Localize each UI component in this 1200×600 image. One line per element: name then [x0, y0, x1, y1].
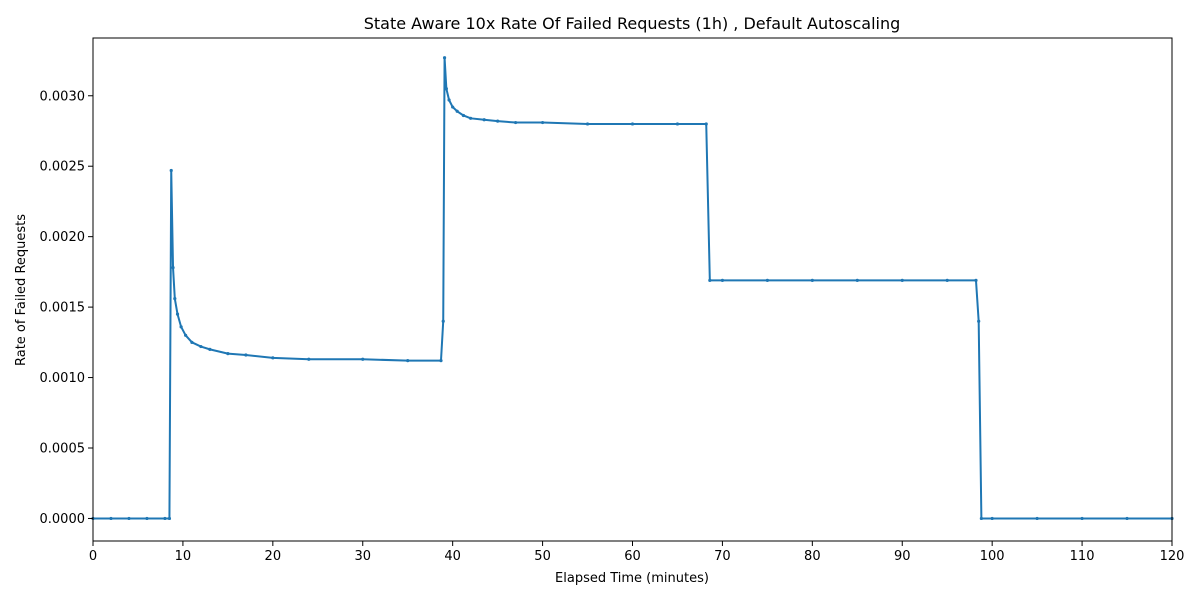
data-point	[226, 352, 230, 356]
data-point	[708, 278, 712, 282]
data-point	[585, 122, 590, 126]
data-point	[540, 120, 545, 125]
data-point	[109, 516, 113, 521]
data-point	[945, 278, 949, 282]
y-axis-label: Rate of Failed Requests	[14, 214, 29, 366]
data-point	[444, 87, 448, 91]
data-point	[451, 105, 455, 109]
y-axis: 0.0000 0.0005 0.0010 0.0015 0.0020 0.0025 0.00…	[40, 89, 93, 527]
data-point	[175, 312, 180, 316]
data-point	[244, 353, 248, 357]
data-point	[630, 122, 635, 126]
data-point	[439, 359, 443, 363]
data-point	[447, 98, 451, 102]
x-axis: 0 10 20 30 40 50 60 70 80 90 100 110 120	[89, 541, 1185, 564]
data-point	[720, 278, 725, 282]
data-point	[208, 347, 212, 351]
x-tick-label: 0	[89, 549, 97, 564]
data-point	[974, 278, 978, 282]
data-point	[406, 359, 410, 363]
x-tick-label: 70	[714, 549, 731, 564]
x-tick-label: 10	[175, 549, 192, 564]
plot-area: 0 10 20 30 40 50 60 70 80 90 100 110 120 0.00000.000…	[40, 37, 1185, 564]
data-point	[179, 325, 183, 329]
x-tick-label: 50	[534, 549, 551, 564]
data-point	[461, 113, 466, 118]
data-point	[977, 319, 981, 323]
data-point	[900, 278, 904, 282]
data-point	[171, 266, 175, 270]
data-point	[765, 278, 769, 282]
plot-frame	[92, 37, 1173, 542]
data-point	[127, 516, 131, 521]
data-point	[455, 109, 459, 113]
data-point	[496, 119, 500, 123]
data-point	[163, 516, 167, 521]
data-point	[979, 516, 983, 521]
x-axis-label: Elapsed Time (minutes)	[555, 571, 709, 586]
chart-title: State Aware 10x Rate Of Failed Requests …	[364, 14, 901, 33]
x-tick-label: 80	[804, 549, 821, 564]
data-point	[307, 357, 311, 361]
y-tick-label: 0.0020	[40, 230, 86, 245]
y-tick-label: 0.0000	[40, 512, 86, 527]
y-tick-label: 0.0010	[40, 371, 86, 386]
data-point	[514, 120, 518, 125]
data-point	[810, 278, 814, 282]
data-point	[271, 356, 275, 360]
data-point	[169, 168, 173, 173]
data-point	[675, 122, 680, 126]
x-tick-label: 100	[980, 549, 1005, 564]
data-point	[704, 122, 708, 126]
data-point	[469, 116, 473, 120]
data-point	[1080, 516, 1084, 521]
data-point	[361, 357, 365, 361]
x-tick-label: 40	[444, 549, 461, 564]
data-point	[442, 56, 447, 60]
x-tick-label: 120	[1160, 549, 1185, 564]
y-tick-label: 0.0030	[40, 89, 86, 104]
data-point	[199, 344, 203, 349]
data-point	[167, 516, 172, 521]
data-point	[145, 516, 149, 521]
data-point	[990, 516, 994, 521]
data-point	[482, 118, 486, 122]
x-tick-label: 30	[354, 549, 371, 564]
y-tick-label: 0.0025	[40, 160, 86, 175]
x-tick-label: 20	[265, 549, 282, 564]
data-point	[441, 319, 445, 323]
data-point	[190, 340, 194, 344]
y-tick-label: 0.0005	[40, 442, 86, 457]
series-layer	[91, 56, 1174, 521]
x-tick-label: 60	[624, 549, 641, 564]
y-tick-label: 0.0015	[40, 301, 86, 316]
data-point	[184, 333, 188, 337]
data-point	[1125, 516, 1129, 521]
data-point	[855, 278, 859, 282]
x-tick-label: 110	[1070, 549, 1095, 564]
data-point	[1035, 516, 1039, 521]
x-tick-label: 90	[894, 549, 911, 564]
data-point	[173, 297, 177, 301]
